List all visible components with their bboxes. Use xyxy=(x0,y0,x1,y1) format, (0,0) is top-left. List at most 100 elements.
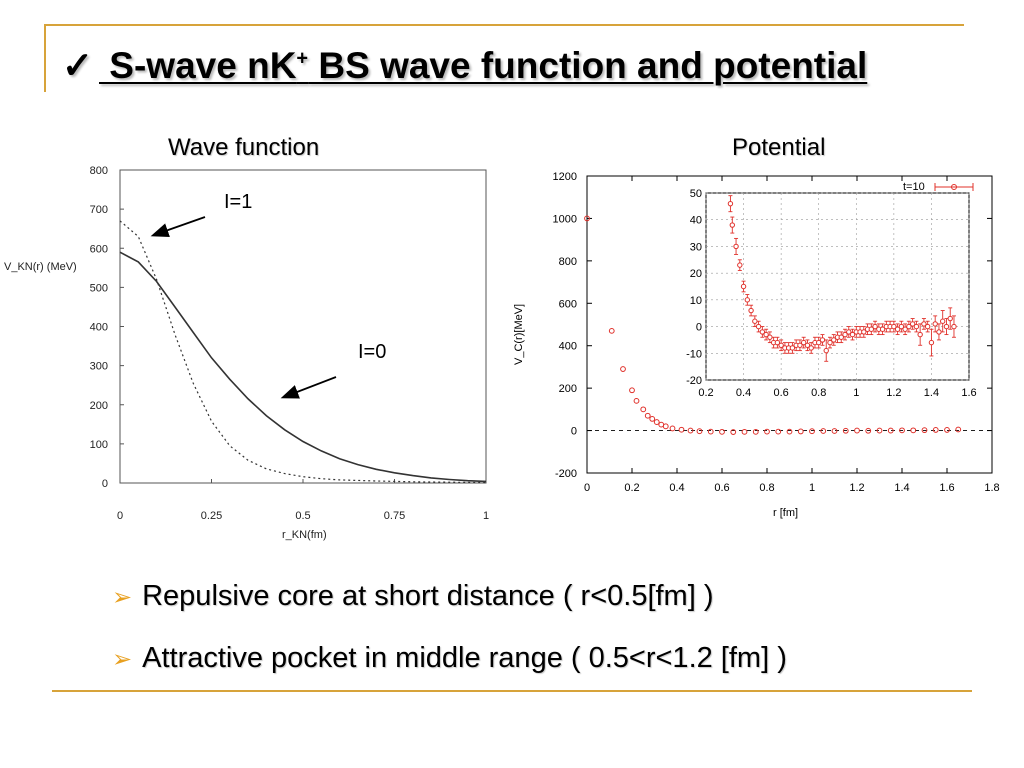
inset-point xyxy=(906,323,912,330)
wf-ytick-label: 100 xyxy=(90,439,108,451)
pot-point xyxy=(921,427,928,434)
check-icon: ✓ xyxy=(62,45,94,86)
inset-point xyxy=(898,323,905,330)
pot-ytick-label: 800 xyxy=(559,256,577,268)
pot-ytick-label: 600 xyxy=(559,298,577,310)
wf-y-ticks: 0 100 200 300 400 500 600 700 800 xyxy=(90,165,124,490)
pot-point xyxy=(669,425,676,432)
inset-point xyxy=(936,329,942,335)
pot-plot-frame xyxy=(586,175,993,474)
inset-point xyxy=(823,347,829,354)
wf-series-i0 xyxy=(119,251,487,483)
pot-point xyxy=(644,412,651,419)
pot-xtick-label: 1.8 xyxy=(984,482,999,494)
inset-point xyxy=(789,345,796,351)
wf-ytick-label: 500 xyxy=(90,282,108,294)
pot-xlabel: r [fm] xyxy=(773,507,798,519)
inset-point xyxy=(808,345,814,351)
pot-xtick-label: 0.2 xyxy=(624,482,639,494)
pot-xtick-label: 0 xyxy=(584,482,590,494)
left-rule xyxy=(44,24,46,92)
inset-point xyxy=(804,342,811,348)
inset-ytick-label: 50 xyxy=(690,188,702,200)
pot-point xyxy=(752,428,759,435)
inset-frame xyxy=(705,192,970,381)
inset-point xyxy=(868,326,875,332)
wf-ytick-label: 400 xyxy=(90,322,108,334)
arrow-i1 xyxy=(150,216,206,237)
wave-function-title: Wave function xyxy=(168,134,320,161)
inset-point xyxy=(767,334,773,340)
bullet-arrow-icon: ➢ xyxy=(112,646,133,673)
inset-point xyxy=(752,318,758,324)
wf-ytick-label: 800 xyxy=(90,165,108,177)
inset-point xyxy=(891,323,897,330)
inset-point xyxy=(838,334,844,340)
wf-x-ticks: 0 0.25 0.5 0.75 1 xyxy=(117,479,489,522)
inset-xtick-label: 1.2 xyxy=(886,387,901,399)
pot-point xyxy=(899,427,905,434)
wf-xtick-label: 0.75 xyxy=(384,510,405,522)
bullet-1-text: Repulsive core at short distance ( r<0.5… xyxy=(142,580,714,612)
title-rest: BS wave function and potential xyxy=(308,45,868,86)
pot-point xyxy=(764,428,770,435)
inset-point xyxy=(932,321,938,327)
inset-point xyxy=(913,323,920,330)
title-superscript: + xyxy=(296,47,309,70)
pot-point xyxy=(696,428,703,435)
annotation-i0: I=0 xyxy=(358,341,386,363)
pot-point xyxy=(730,429,737,435)
pot-xtick-label: 1.4 xyxy=(894,482,909,494)
wf-ylabel: V_KN(r) (MeV) xyxy=(4,261,77,273)
pot-point xyxy=(809,428,815,435)
bullet-2-text: Attractive pocket in middle range ( 0.5<… xyxy=(142,642,787,674)
inset-point xyxy=(759,329,766,335)
wf-plot-frame xyxy=(119,169,487,484)
wf-xtick-label: 0.25 xyxy=(201,510,222,522)
inset-point xyxy=(733,243,739,250)
inset-point xyxy=(778,342,784,348)
inset-point xyxy=(924,323,931,330)
inset-ytick-label: -10 xyxy=(686,348,702,360)
pot-point xyxy=(876,427,883,434)
wf-xtick-label: 0.5 xyxy=(295,510,310,522)
arrow-i0 xyxy=(280,376,337,399)
inset-point xyxy=(763,331,769,338)
pot-xtick-label: 0.4 xyxy=(669,482,684,494)
pot-point xyxy=(608,327,615,334)
pot-point xyxy=(842,427,849,434)
pot-point xyxy=(719,428,725,435)
inset-ytick-label: 30 xyxy=(690,241,702,253)
inset-xtick-label: 0.8 xyxy=(811,387,826,399)
bottom-rule xyxy=(52,690,972,692)
inset-point xyxy=(729,222,736,228)
inset-point xyxy=(861,329,867,335)
inset-series xyxy=(727,195,957,362)
inset-point xyxy=(849,331,856,338)
inset-point xyxy=(800,339,807,346)
pot-point xyxy=(910,427,917,434)
pot-ylabel: V_C(r)[MeV] xyxy=(513,304,525,365)
pot-point xyxy=(932,427,939,433)
inset-point xyxy=(943,323,950,330)
inset-ytick-label: 0 xyxy=(696,322,702,334)
inset-point xyxy=(921,321,927,327)
inset-point xyxy=(797,342,803,348)
wf-ytick-label: 0 xyxy=(102,478,108,490)
wf-series-i1 xyxy=(119,220,487,484)
pot-xtick-label: 1.6 xyxy=(939,482,954,494)
inset-point xyxy=(748,307,754,314)
pot-point xyxy=(633,397,640,404)
inset-y-ticks: -20 -10 0 10 20 30 40 50 xyxy=(686,188,702,387)
inset-point xyxy=(819,337,826,343)
pot-point xyxy=(820,428,827,434)
pot-ytick-label: -200 xyxy=(555,468,577,480)
bullet-1: ➢ Repulsive core at short distance ( r<0.… xyxy=(112,580,714,613)
top-rule xyxy=(44,24,964,26)
inset-point xyxy=(816,339,822,346)
pot-ytick-label: 1000 xyxy=(553,213,577,225)
inset-point xyxy=(774,339,781,346)
inset-x-ticks: 0.2 0.4 0.6 0.8 1 1.2 1.4 1.6 xyxy=(698,387,976,399)
